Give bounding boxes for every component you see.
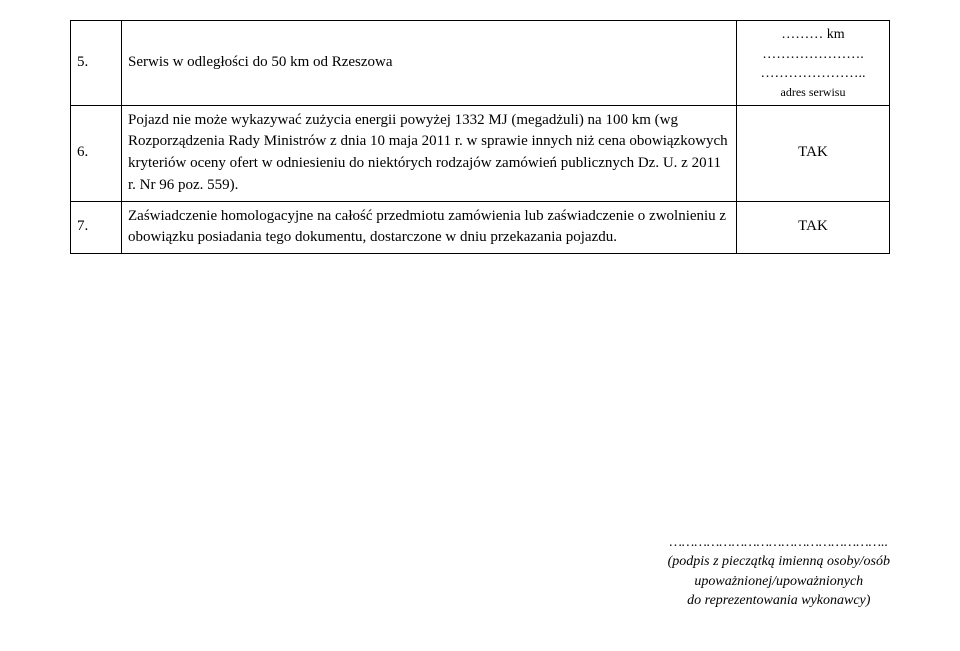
spec-table: 5. Serwis w odległości do 50 km od Rzesz…	[70, 20, 890, 254]
row-text: Serwis w odległości do 50 km od Rzeszowa	[122, 21, 737, 106]
row-text: Zaświadczenie homologacyjne na całość pr…	[122, 201, 737, 254]
table-row: 7. Zaświadczenie homologacyjne na całość…	[71, 201, 890, 254]
signature-footer: …………………………………………….. (podpis z pieczątką …	[668, 533, 890, 611]
row-number: 5.	[71, 21, 122, 106]
address-label: adres serwisu	[743, 84, 883, 101]
row-number: 7.	[71, 201, 122, 254]
km-line: ……… km	[743, 25, 883, 45]
footer-line: upoważnionej/upoważnionych	[668, 572, 890, 592]
table-row: 6. Pojazd nie może wykazywać zużycia ene…	[71, 105, 890, 201]
dots-line: …………………..	[743, 64, 883, 84]
footer-line: (podpis z pieczątką imienną osoby/osób	[668, 552, 890, 572]
row-right: TAK	[737, 201, 890, 254]
row-number: 6.	[71, 105, 122, 201]
dots-line: ………………….	[743, 45, 883, 65]
footer-line: do reprezentowania wykonawcy)	[668, 591, 890, 611]
row-right: TAK	[737, 105, 890, 201]
table-row: 5. Serwis w odległości do 50 km od Rzesz…	[71, 21, 890, 106]
row-text: Pojazd nie może wykazywać zużycia energi…	[122, 105, 737, 201]
row-right: ……… km …………………. ………………….. adres serwisu	[737, 21, 890, 106]
footer-dots: ……………………………………………..	[668, 533, 890, 553]
